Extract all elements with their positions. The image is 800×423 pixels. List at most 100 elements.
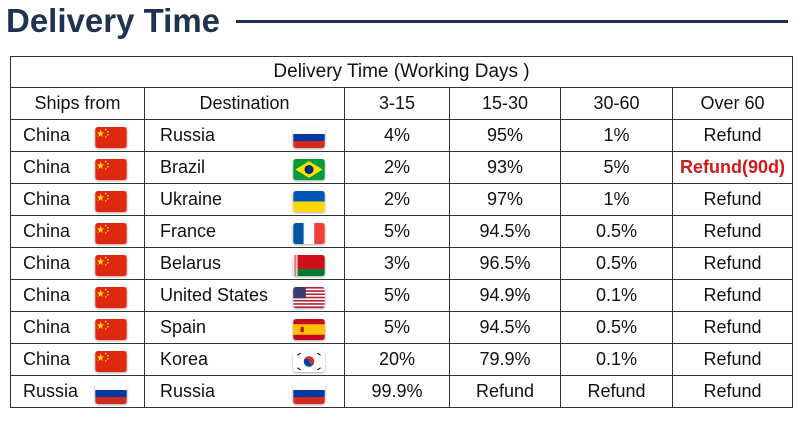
column-header: Destination bbox=[144, 87, 345, 120]
delivery-time-table: Delivery Time (Working Days ) Ships from… bbox=[9, 56, 794, 408]
usa-flag-icon bbox=[293, 287, 325, 308]
percentage-cell: 94.5% bbox=[449, 215, 561, 248]
column-header: 15-30 bbox=[449, 87, 561, 120]
destination-name: Russia bbox=[160, 125, 216, 145]
page-header: Delivery Time bbox=[0, 0, 800, 50]
ships-from-cell: China bbox=[10, 279, 145, 312]
destination-cell: France bbox=[144, 215, 345, 248]
percentage-cell: 5% bbox=[344, 311, 450, 344]
percentage-cell: 0.5% bbox=[560, 247, 673, 280]
destination-cell: Spain bbox=[144, 311, 345, 344]
column-header: Over 60 bbox=[671, 87, 794, 120]
percentage-cell: Refund bbox=[671, 343, 794, 376]
percentage-cell: Refund bbox=[671, 215, 794, 248]
ships-from-name: China bbox=[23, 221, 71, 241]
france-flag-icon bbox=[293, 223, 325, 244]
china-flag-icon bbox=[95, 159, 127, 180]
percentage-cell: Refund bbox=[671, 183, 794, 216]
percentage-cell: Refund bbox=[671, 375, 794, 408]
percentage-cell: Refund bbox=[449, 375, 561, 408]
table-row: China Russia 4% 95% 1% Refund bbox=[10, 119, 794, 152]
ships-from-cell: China bbox=[10, 215, 145, 248]
china-flag-icon bbox=[95, 319, 127, 340]
table-row: China Belarus 3% 96.5% 0.5% Refund bbox=[10, 247, 794, 280]
destination-name: Korea bbox=[160, 349, 209, 369]
ships-from-cell: China bbox=[10, 119, 145, 152]
percentage-cell: Refund bbox=[671, 311, 794, 344]
destination-name: Belarus bbox=[160, 253, 222, 273]
destination-name: France bbox=[160, 221, 217, 241]
ships-from-name: China bbox=[23, 157, 71, 177]
destination-name: Ukraine bbox=[160, 189, 223, 209]
ships-from-cell: China bbox=[10, 151, 145, 184]
percentage-cell: Refund bbox=[560, 375, 673, 408]
percentage-cell: 1% bbox=[560, 183, 673, 216]
destination-name: Russia bbox=[160, 381, 216, 401]
ukraine-flag-icon bbox=[293, 191, 325, 212]
percentage-cell: 94.9% bbox=[449, 279, 561, 312]
column-header: 30-60 bbox=[560, 87, 673, 120]
percentage-cell: 0.5% bbox=[560, 215, 673, 248]
china-flag-icon bbox=[95, 255, 127, 276]
percentage-cell: 3% bbox=[344, 247, 450, 280]
percentage-cell: 0.5% bbox=[560, 311, 673, 344]
table-caption-row: Delivery Time (Working Days ) bbox=[9, 56, 794, 88]
column-header: 3-15 bbox=[344, 87, 450, 120]
destination-cell: Brazil bbox=[144, 151, 345, 184]
ships-from-cell: China bbox=[10, 343, 145, 376]
percentage-cell: 5% bbox=[344, 215, 450, 248]
china-flag-icon bbox=[95, 287, 127, 308]
ships-from-cell: China bbox=[10, 311, 145, 344]
brazil-flag-icon bbox=[293, 159, 325, 180]
header-divider bbox=[236, 20, 788, 23]
percentage-cell: Refund bbox=[671, 279, 794, 312]
table-row: China France 5% 94.5% 0.5% Refund bbox=[10, 215, 794, 248]
ships-from-cell: China bbox=[10, 183, 145, 216]
percentage-cell: 96.5% bbox=[449, 247, 561, 280]
percentage-cell: 4% bbox=[344, 119, 450, 152]
ships-from-cell: China bbox=[10, 247, 145, 280]
china-flag-icon bbox=[95, 127, 127, 148]
ships-from-name: China bbox=[23, 125, 71, 145]
ships-from-name: China bbox=[23, 189, 71, 209]
percentage-cell: 93% bbox=[449, 151, 561, 184]
russia-flag-icon bbox=[293, 383, 325, 404]
percentage-cell: 5% bbox=[344, 279, 450, 312]
table-row: China Brazil 2% 93% 5% Refund(90d) bbox=[10, 151, 794, 184]
percentage-cell: 95% bbox=[449, 119, 561, 152]
destination-cell: Russia bbox=[144, 375, 345, 408]
percentage-cell: Refund bbox=[671, 119, 794, 152]
china-flag-icon bbox=[95, 351, 127, 372]
belarus-flag-icon bbox=[293, 255, 325, 276]
percentage-cell: 99.9% bbox=[344, 375, 450, 408]
ships-from-name: Russia bbox=[23, 381, 79, 401]
russia-flag-icon bbox=[293, 127, 325, 148]
table-row: China Ukraine 2% 97% 1% Refund bbox=[10, 183, 794, 216]
percentage-cell: 0.1% bbox=[560, 343, 673, 376]
china-flag-icon bbox=[95, 191, 127, 212]
percentage-cell: 97% bbox=[449, 183, 561, 216]
percentage-cell: 0.1% bbox=[560, 279, 673, 312]
destination-name: Spain bbox=[160, 317, 207, 337]
table-row: China Korea 20% 79.9% 0.1% Refund bbox=[10, 343, 794, 376]
column-header: Ships from bbox=[10, 87, 145, 120]
percentage-cell: 20% bbox=[344, 343, 450, 376]
ships-from-name: China bbox=[23, 349, 71, 369]
china-flag-icon bbox=[95, 223, 127, 244]
percentage-cell: 94.5% bbox=[449, 311, 561, 344]
destination-cell: United States bbox=[144, 279, 345, 312]
table-row: Russia Russia 99.9% Refund Refund Refund bbox=[10, 375, 794, 408]
spain-flag-icon bbox=[293, 319, 325, 340]
destination-cell: Ukraine bbox=[144, 183, 345, 216]
destination-name: Brazil bbox=[160, 157, 206, 177]
table-row: China Spain 5% 94.5% 0.5% Refund bbox=[10, 311, 794, 344]
percentage-cell: 2% bbox=[344, 151, 450, 184]
destination-cell: Korea bbox=[144, 343, 345, 376]
russia-flag-icon bbox=[95, 383, 127, 404]
ships-from-name: China bbox=[23, 285, 71, 305]
percentage-cell: Refund(90d) bbox=[671, 151, 794, 184]
ships-from-name: China bbox=[23, 253, 71, 273]
destination-cell: Russia bbox=[144, 119, 345, 152]
table-row: China United States 5% 94.9% 0.1% Refund bbox=[10, 279, 794, 312]
percentage-cell: 1% bbox=[560, 119, 673, 152]
